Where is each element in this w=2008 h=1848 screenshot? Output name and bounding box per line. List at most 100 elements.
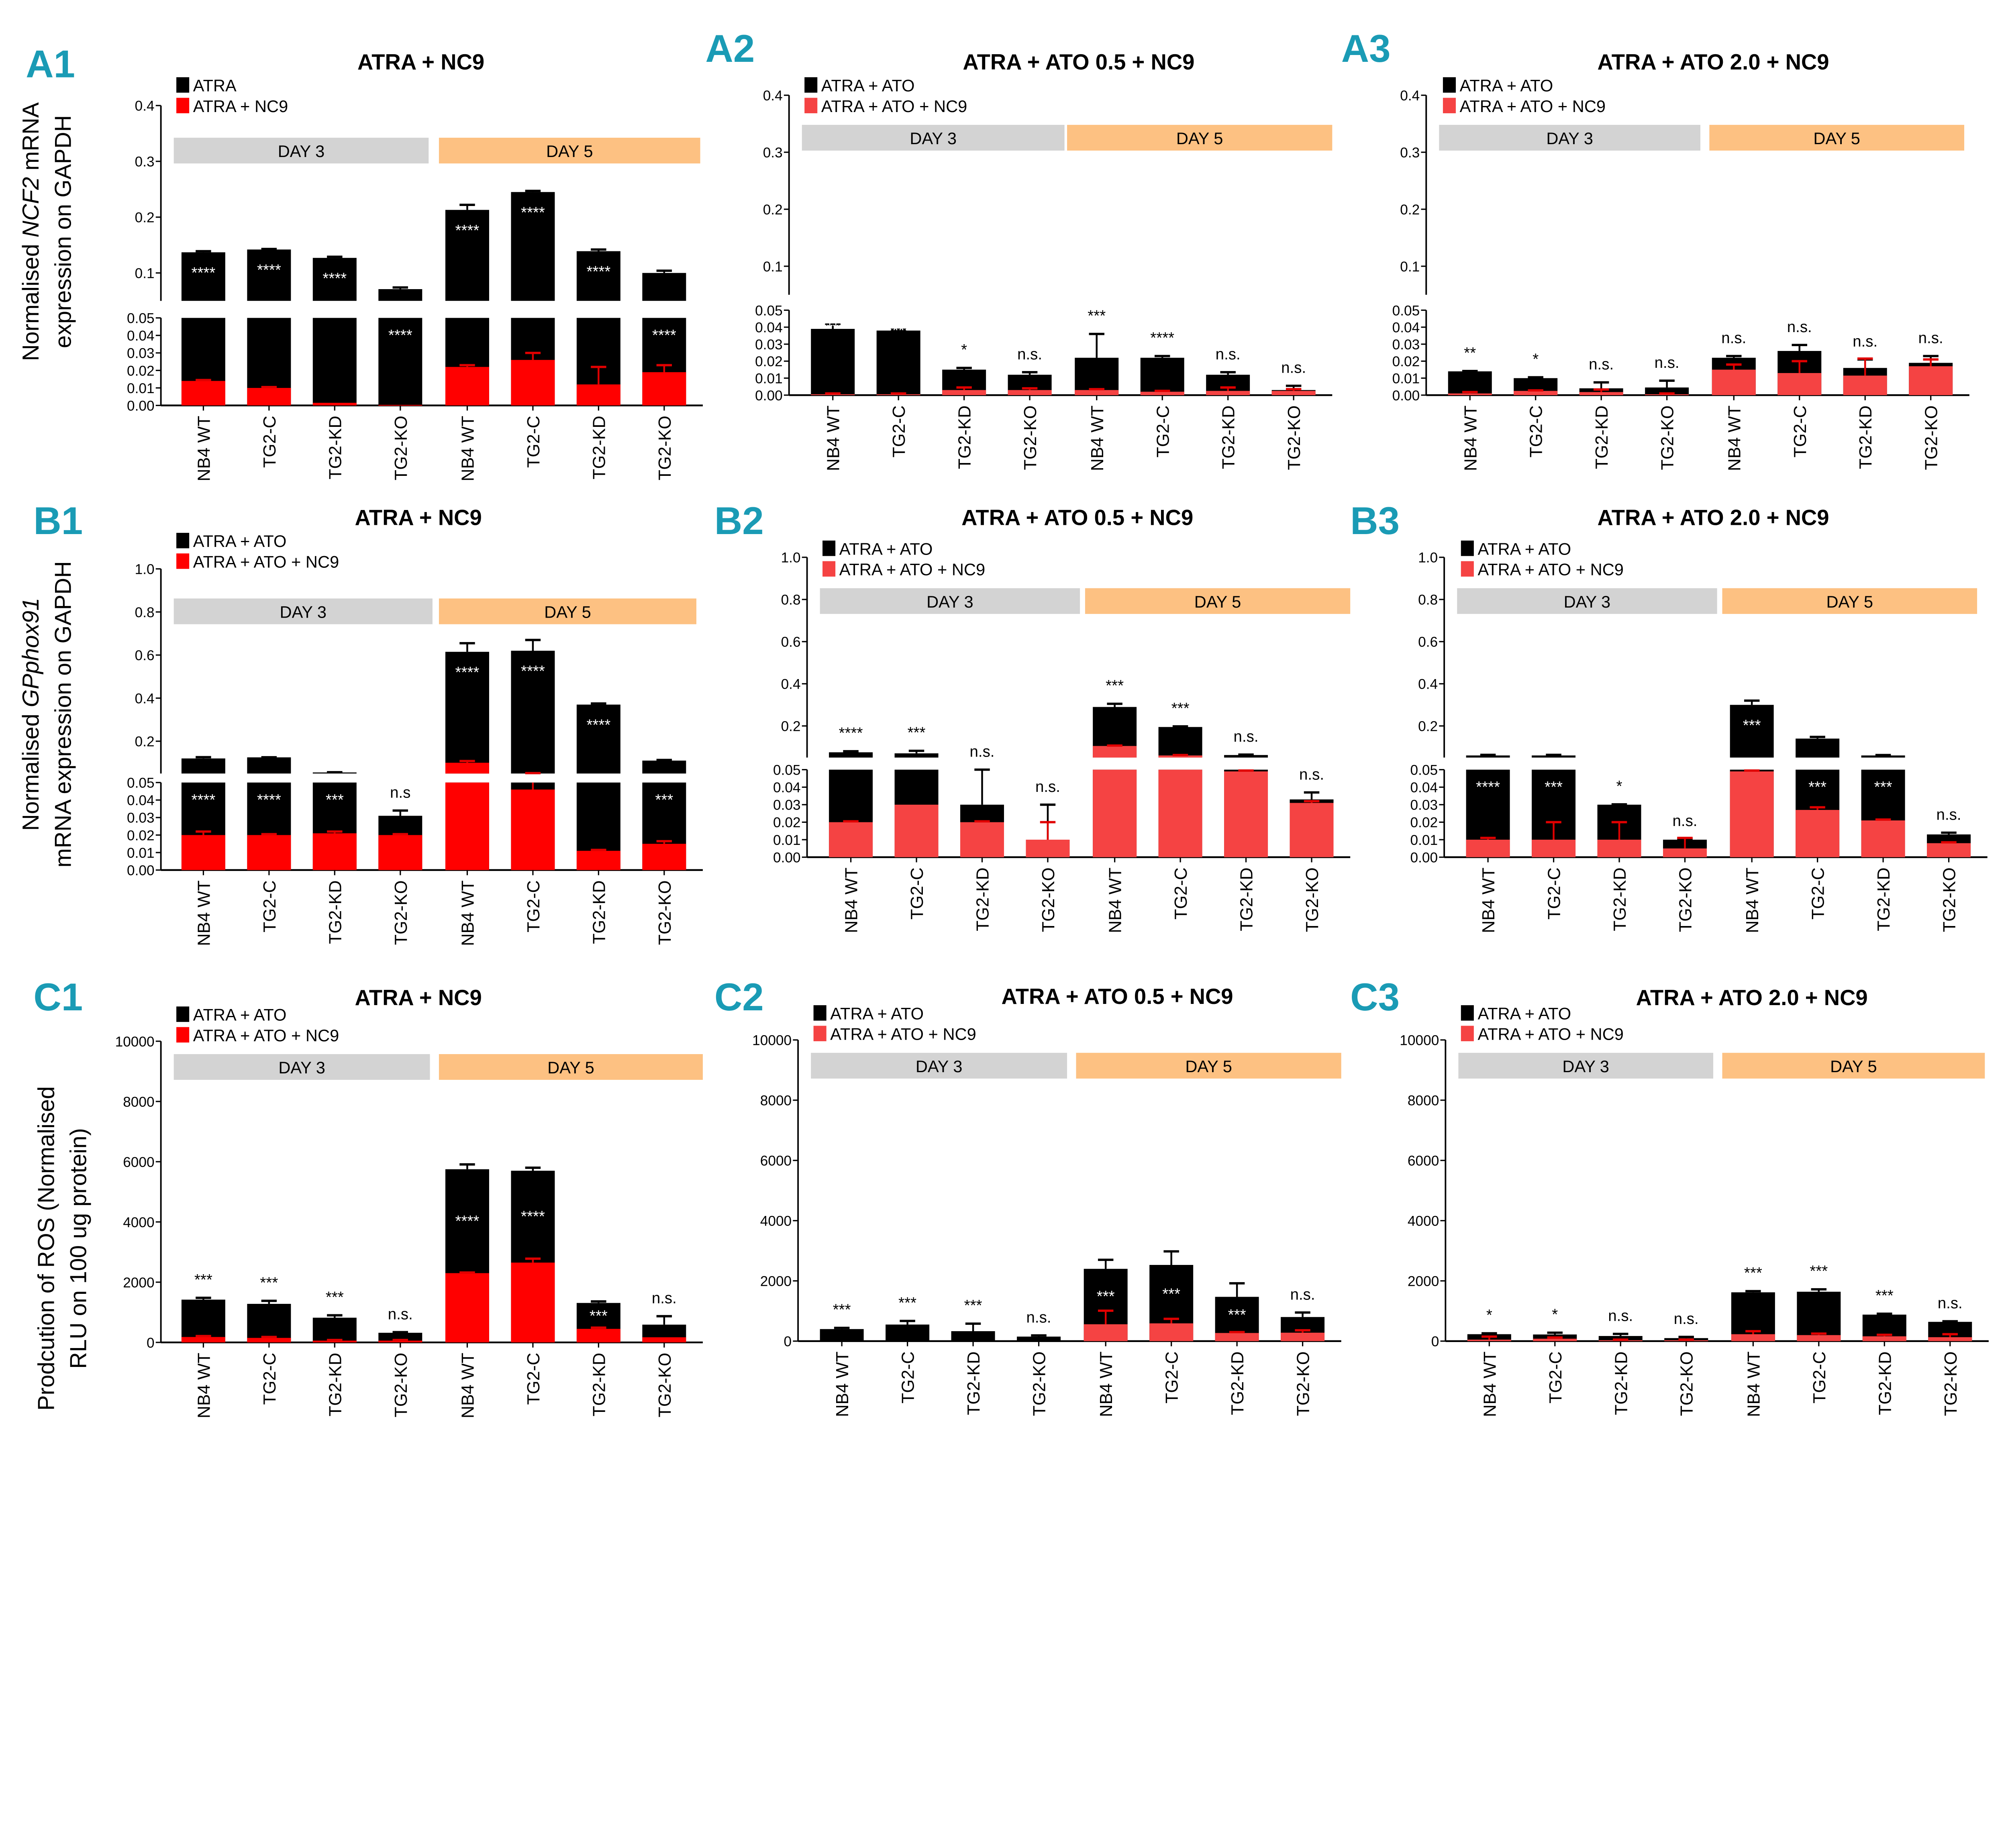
- day-band: [173, 1054, 430, 1080]
- bar-group: TG2-KO n.s: [378, 784, 422, 945]
- bar-group: NB4 WT **: [1448, 345, 1492, 471]
- y-tick-label: 0.00: [755, 388, 783, 404]
- x-tick-label: TG2-C: [908, 867, 927, 920]
- bar-red: [445, 1273, 489, 1342]
- significance-label: *: [1552, 1306, 1558, 1324]
- day-band: [1722, 1053, 1985, 1079]
- day-band: [439, 598, 696, 624]
- x-tick-label: TG2-KD: [1612, 1351, 1631, 1415]
- legend-label: ATRA + ATO: [1477, 539, 1571, 558]
- significance-label: n.s.: [1674, 1310, 1699, 1328]
- bar-black: [378, 318, 422, 406]
- day-band: [1085, 588, 1351, 614]
- day-band: [1067, 124, 1333, 151]
- y-tick-label: 8000: [1408, 1093, 1439, 1109]
- panel-title: ATRA + ATO 0.5 + NC9: [961, 506, 1193, 530]
- bar-group: TG2-KD ***: [1215, 1282, 1259, 1415]
- x-tick-label: TG2-C: [1791, 406, 1810, 458]
- bar-red: [1093, 746, 1137, 758]
- y-tick-label: 6000: [760, 1153, 792, 1169]
- x-tick-label: TG2-KD: [1237, 867, 1257, 931]
- significance-label: n.s.: [1938, 1295, 1963, 1312]
- significance-label: ***: [1545, 779, 1563, 796]
- bar-black: [1224, 755, 1268, 758]
- day-band-label: DAY 5: [546, 142, 593, 161]
- bar-black: [247, 249, 291, 301]
- bar-group: TG2-KD ***: [576, 1300, 620, 1417]
- y-axis-title: Normalised GPphox91: [18, 598, 44, 831]
- bar-black: [1140, 357, 1184, 395]
- day-band-label: DAY 3: [926, 592, 973, 611]
- x-tick-label: TG2-KD: [590, 1353, 609, 1417]
- day-band: [439, 137, 700, 164]
- bar-red: [1663, 848, 1707, 857]
- significance-label: n.s.: [1281, 359, 1306, 377]
- x-tick-label: NB4 WT: [1480, 1351, 1500, 1417]
- x-tick-label: TG2-KO: [1030, 1351, 1049, 1416]
- y-tick-label: 2000: [1408, 1274, 1439, 1289]
- significance-label: n.s.: [1299, 766, 1324, 783]
- panel-a1: A1 ATRA + NC9 ATRA ATRA + NC9 DAY 3 DAY 5 0.00…: [26, 43, 703, 481]
- bar-red: [1861, 820, 1905, 857]
- panel-label: B3: [1350, 500, 1400, 543]
- y-tick-label: 1.0: [781, 550, 801, 566]
- legend-label: ATRA + ATO + NC9: [193, 1026, 339, 1045]
- day-band-label: DAY 3: [916, 1057, 963, 1076]
- significance-label: ***: [964, 1297, 982, 1314]
- panel-label: A1: [26, 43, 75, 86]
- bar-red: [1158, 769, 1202, 857]
- bar-red: [1281, 1332, 1325, 1341]
- bar-group: NB4 WT ****: [811, 320, 855, 471]
- bar-group: TG2-KO n.s.: [1645, 354, 1689, 470]
- bar-red: [1008, 390, 1052, 395]
- significance-label: ****: [257, 261, 281, 279]
- legend-label: ATRA: [193, 76, 237, 95]
- y-tick-label: 0.03: [1392, 337, 1420, 353]
- x-tick-label: NB4 WT: [833, 1351, 852, 1417]
- significance-label: ***: [1743, 717, 1761, 734]
- x-tick-label: TG2-C: [260, 416, 280, 468]
- bar-group: TG2-KD ****: [576, 702, 620, 944]
- bar-red: [511, 1263, 555, 1342]
- legend-swatch: [822, 561, 836, 577]
- significance-label: ****: [521, 663, 545, 680]
- x-tick-label: TG2-KO: [655, 1353, 675, 1418]
- x-tick-label: TG2-KD: [1610, 867, 1630, 931]
- significance-label: ****: [455, 222, 480, 239]
- bar-red: [642, 372, 686, 406]
- legend-swatch: [813, 1026, 826, 1041]
- x-tick-label: TG2-KD: [964, 1351, 984, 1415]
- y-tick-label: 6000: [123, 1154, 154, 1170]
- bar-red: [1271, 391, 1316, 395]
- x-tick-label: TG2-C: [524, 416, 543, 468]
- bar-group: TG2-KD ****: [576, 248, 620, 479]
- y-tick-label: 0.00: [1410, 850, 1438, 865]
- day-band-label: DAY 5: [1176, 129, 1223, 148]
- bar-red: [1533, 1338, 1577, 1341]
- bar-red: [445, 763, 489, 774]
- x-tick-label: NB4 WT: [824, 406, 843, 471]
- x-tick-label: TG2-KD: [326, 880, 345, 944]
- x-tick-label: TG2-C: [1810, 1351, 1829, 1403]
- y-tick-label: 0.2: [763, 202, 783, 218]
- bar-red: [1645, 394, 1689, 395]
- bar-group: TG2-C *: [1514, 351, 1558, 457]
- bar-group: TG2-KO n.s.: [1663, 812, 1707, 932]
- y-tick-label: 0.2: [135, 210, 155, 226]
- x-tick-label: TG2-KO: [1285, 406, 1304, 470]
- y-tick-label: 0.2: [781, 719, 801, 734]
- bar-group: TG2-KO n.s.: [1927, 806, 1971, 932]
- significance-label: *: [1486, 1307, 1492, 1324]
- significance-label: ***: [1744, 1265, 1762, 1282]
- legend-swatch: [176, 532, 190, 549]
- significance-label: n.s.: [1655, 354, 1679, 371]
- y-tick-label: 10000: [115, 1034, 155, 1050]
- bar-red: [642, 844, 686, 870]
- x-tick-label: TG2-C: [260, 880, 280, 932]
- significance-label: ***: [1097, 1288, 1115, 1305]
- legend-label: ATRA + ATO + NC9: [193, 552, 339, 571]
- day-band-label: DAY 5: [544, 602, 591, 621]
- significance-label: n.s.: [970, 743, 995, 761]
- legend-label: ATRA + ATO: [830, 1004, 924, 1023]
- bar-group: NB4 WT ***: [181, 1271, 225, 1418]
